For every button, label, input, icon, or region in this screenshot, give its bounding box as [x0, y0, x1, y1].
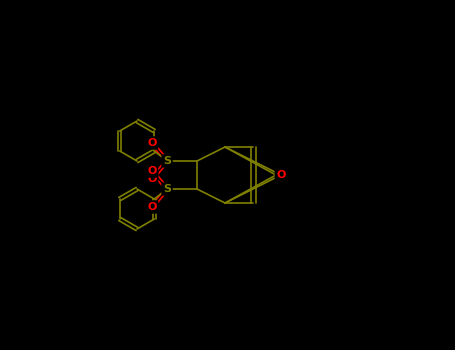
- Text: O: O: [147, 174, 157, 184]
- Text: S: S: [163, 184, 171, 194]
- Text: O: O: [147, 166, 157, 176]
- Text: O: O: [276, 170, 286, 180]
- Text: O: O: [147, 138, 157, 148]
- Text: O: O: [147, 202, 157, 212]
- Text: S: S: [163, 156, 171, 166]
